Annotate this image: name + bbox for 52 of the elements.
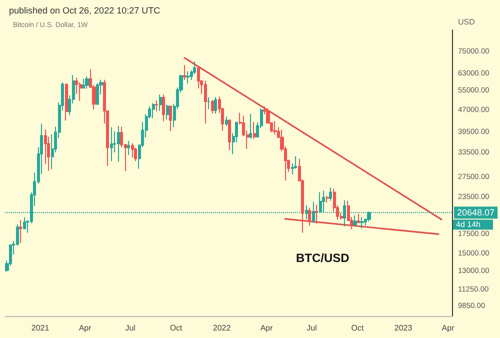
candlestick (214, 96, 217, 114)
candlestick (110, 126, 113, 162)
candlestick (65, 84, 68, 122)
ref-line-label: 20648.07 (457, 208, 495, 218)
candlestick (225, 116, 228, 127)
candlestick (186, 70, 190, 84)
candlestick (96, 82, 99, 106)
x-tick-label: Apr (260, 324, 274, 332)
candlestick (162, 94, 165, 122)
candlestick (82, 78, 85, 89)
candlestick (329, 187, 332, 202)
candlestick (315, 204, 318, 224)
annotation: BTC/USD (296, 251, 350, 265)
candlestick (353, 214, 357, 227)
candlestick (159, 94, 162, 112)
y-axis-title: USD (458, 18, 476, 26)
x-tick-label: Oct (170, 324, 184, 332)
candlestick (85, 76, 89, 90)
candlestick (155, 100, 158, 112)
candlestick (134, 147, 137, 162)
candlestick (273, 120, 277, 136)
candlestick (253, 121, 256, 140)
candlestick (360, 216, 364, 230)
candlestick (207, 96, 210, 110)
x-tick-label: Apr (442, 324, 455, 332)
candlestick (308, 207, 311, 226)
candlestick (249, 113, 252, 140)
candlestick (117, 125, 120, 162)
x-tick-label: Apr (78, 324, 92, 332)
candlestick (183, 64, 186, 80)
candlestick (305, 204, 308, 220)
chart-title: published on Oct 26, 2022 10:27 UTC (9, 6, 161, 16)
candlestick (127, 140, 130, 156)
candlestick (169, 105, 172, 132)
candlestick (19, 219, 22, 244)
x-tick-label: 2023 (394, 324, 413, 332)
x-tick-label: Jul (306, 324, 318, 332)
candlestick (23, 216, 26, 230)
candlestick (152, 102, 155, 119)
candlestick (228, 118, 231, 151)
candlestick (166, 104, 169, 120)
x-tick-label: Jul (125, 324, 136, 332)
candlestick (357, 213, 360, 224)
candlestick (131, 142, 134, 158)
x-tick-label: 2021 (31, 324, 50, 332)
text: 4d 14h (456, 220, 480, 230)
x-tick-label: Oct (351, 324, 365, 332)
candlestick (211, 100, 214, 114)
candlestick (204, 80, 207, 124)
candlestick (326, 195, 329, 203)
x-tick-label: 2022 (212, 324, 232, 332)
candlestick (79, 82, 82, 102)
